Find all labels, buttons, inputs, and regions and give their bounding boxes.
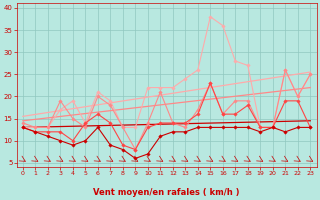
X-axis label: Vent moyen/en rafales ( km/h ): Vent moyen/en rafales ( km/h )	[93, 188, 240, 197]
